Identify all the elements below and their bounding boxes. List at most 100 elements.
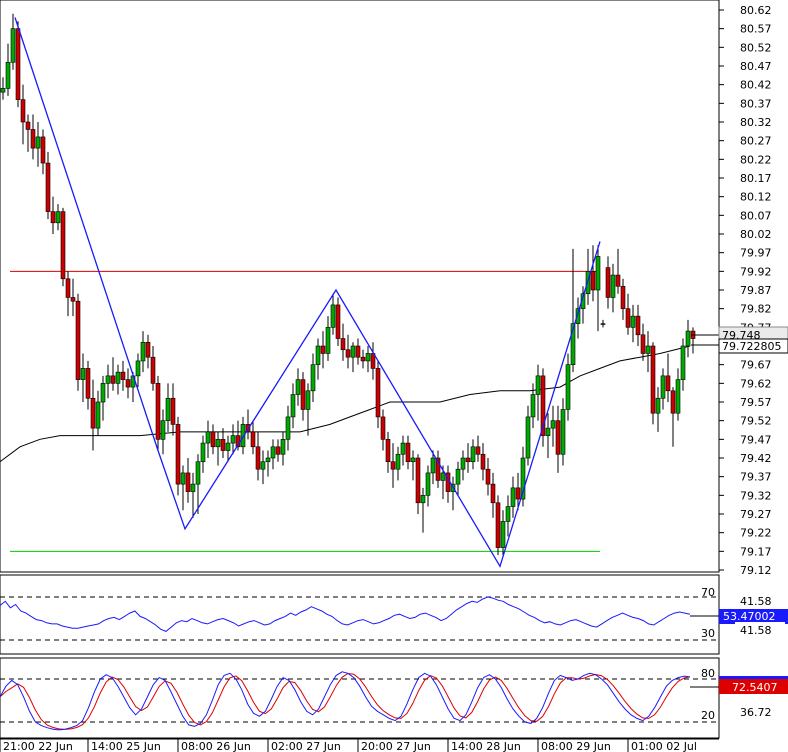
candle-body: [280, 439, 286, 455]
price-tick-label: 79.87: [740, 284, 772, 297]
candle-body: [85, 368, 91, 399]
candle-body: [25, 121, 31, 130]
stochastic-signal-line: [0, 672, 691, 730]
price-tick-label: 79.52: [740, 415, 772, 428]
rsi-axis-top-label: 41.58: [740, 595, 772, 608]
candle-body: [525, 416, 531, 459]
candle-body: [410, 457, 416, 463]
candle-body: [30, 129, 36, 149]
price-tick-label: 80.12: [740, 191, 772, 204]
stochastic-panel[interactable]: 80 20 72.5407 36.72: [0, 657, 788, 739]
candle-body: [120, 371, 126, 380]
candle-body: [150, 356, 156, 384]
price-tick-label: 80.62: [740, 4, 772, 17]
candle-body: [285, 416, 291, 440]
candle-body: [155, 383, 161, 440]
candle-body: [375, 368, 381, 418]
rsi-panel[interactable]: 70 30 41.58 53.47002 41.58: [0, 574, 788, 655]
price-y-axis: 80.62 80.57 80.52 80.47 80.42 80.37 80.32 80.27…: [719, 4, 772, 577]
price-tick-label: 79.32: [740, 489, 772, 502]
candle-body: [550, 420, 556, 429]
ma-label-box: [718, 338, 788, 354]
candle-body: [205, 431, 211, 444]
ma-value-marker: 79.722805: [691, 338, 788, 354]
rsi-line: [0, 596, 691, 632]
candle-body: [265, 457, 271, 463]
candle-body: [260, 461, 266, 470]
stoch-level-80-label: 80: [701, 667, 715, 680]
time-tick-label: 14:00 25 Jun: [91, 740, 161, 752]
candle-body: [400, 442, 406, 455]
price-tick-label: 80.37: [740, 97, 772, 110]
candle-body: [685, 330, 691, 347]
candle-body: [210, 431, 216, 448]
candle-body: [620, 285, 626, 309]
stoch-value-label: 72.5407: [732, 681, 778, 694]
candlesticks: [0, 13, 696, 556]
candle-body: [190, 483, 196, 492]
candle-body: [35, 136, 41, 149]
candle-body: [330, 304, 336, 328]
candle-body: [45, 162, 51, 212]
candle-body: [250, 431, 256, 448]
candle-body: [670, 390, 676, 414]
rsi-value-label: 53.47002: [723, 610, 776, 623]
candle-body: [50, 211, 56, 224]
price-tick-label: 80.17: [740, 172, 772, 185]
price-panel-frame: [0, 0, 720, 573]
candle-body: [600, 323, 606, 325]
stoch-axis-label: 36.72: [740, 706, 772, 719]
candle-body: [425, 472, 431, 496]
time-tick-label: 01:00 02 Jul: [631, 740, 697, 752]
candle-body: [115, 371, 121, 384]
price-tick-label: 79.62: [740, 377, 772, 390]
candle-body: [240, 424, 246, 448]
candle-body: [65, 278, 71, 298]
rsi-level-70-label: 70: [701, 586, 715, 599]
candle-body: [195, 461, 201, 485]
candle-body: [560, 409, 566, 455]
candle-body: [465, 457, 471, 463]
candle-body: [660, 375, 666, 399]
candle-body: [430, 457, 436, 474]
candle-body: [340, 338, 346, 351]
candle-body: [675, 379, 681, 414]
price-tick-label: 80.47: [740, 60, 772, 73]
candle-body: [590, 271, 596, 291]
candle-body: [595, 256, 601, 291]
price-tick-label: 80.52: [740, 41, 772, 54]
stochastic-main-line: [0, 671, 691, 731]
price-tick-label: 79.37: [740, 471, 772, 484]
candle-body: [470, 446, 476, 463]
ma-value-label: 79.722805: [722, 340, 782, 353]
candle-body: [40, 136, 46, 164]
candle-body: [320, 345, 326, 354]
candle-body: [20, 99, 26, 123]
candle-body: [605, 267, 611, 298]
time-tick-label: 08:00 26 Jun: [181, 740, 251, 752]
time-tick-label: 14:00 28 Jun: [451, 740, 521, 752]
candle-body: [0, 88, 6, 93]
price-tick-label: 79.92: [740, 265, 772, 278]
candle-body: [490, 483, 496, 504]
candle-body: [540, 375, 546, 436]
candle-body: [125, 379, 131, 388]
price-tick-label: 79.27: [740, 508, 772, 521]
price-tick-label: 79.22: [740, 527, 772, 540]
price-tick-label: 79.42: [740, 452, 772, 465]
price-tick-label: 80.42: [740, 79, 772, 92]
price-panel[interactable]: 80.62 80.57 80.52 80.47 80.42 80.37 80.32 80.27…: [0, 0, 788, 577]
price-tick-label: 80.07: [740, 209, 772, 222]
zigzag-line[interactable]: [14, 17, 601, 568]
candle-body: [655, 397, 661, 414]
candle-body: [335, 304, 341, 339]
candle-body: [515, 487, 521, 500]
rsi-level-30-label: 30: [701, 627, 715, 640]
candle-body: [495, 502, 501, 548]
candle-body: [505, 506, 511, 522]
candle-body: [310, 364, 316, 392]
price-tick-label: 80.32: [740, 116, 772, 129]
candle-body: [275, 446, 281, 455]
candle-body: [230, 435, 236, 444]
candle-body: [530, 394, 536, 418]
